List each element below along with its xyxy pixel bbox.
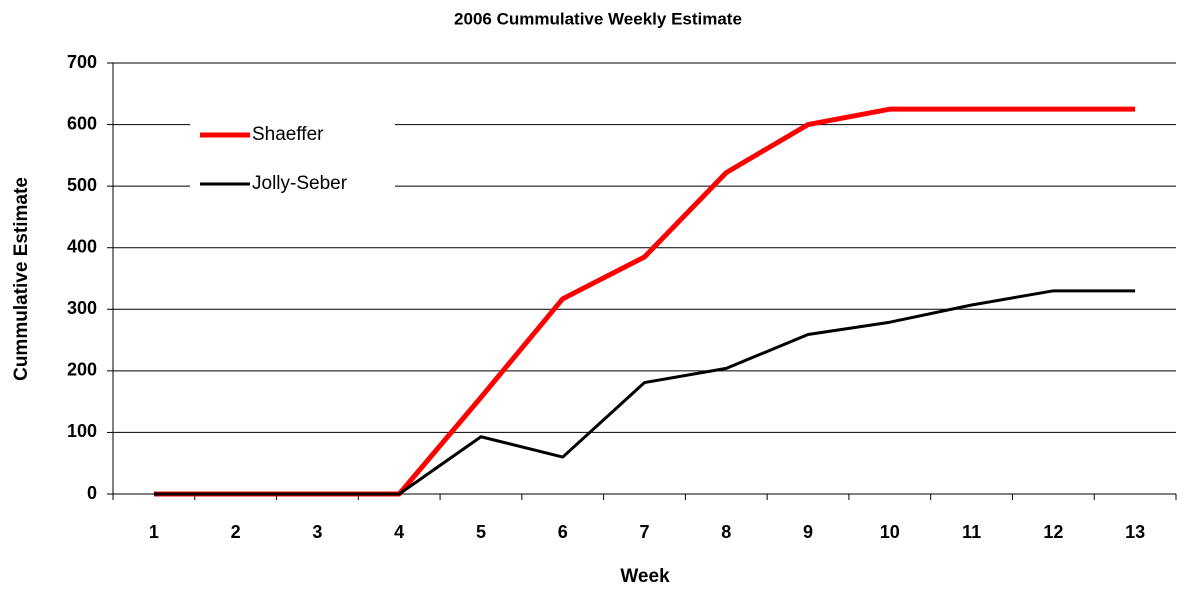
legend-label: Shaeffer [252,124,324,145]
series-line [153,289,1136,496]
chart-title: 2006 Cummulative Weekly Estimate [454,9,742,28]
x-tick-label: 7 [639,522,649,542]
y-tick-label: 200 [67,360,97,380]
x-tick-label: 1 [149,522,159,542]
y-tick-label: 400 [67,236,97,256]
x-tick-label: 10 [880,522,900,542]
y-tick-label: 500 [67,175,97,195]
y-tick-label: 100 [67,421,97,441]
x-tick-label: 9 [803,522,813,542]
x-tick-label: 4 [394,522,404,542]
y-tick-label: 0 [87,483,97,503]
x-axis-label: Week [620,566,670,587]
x-tick-label: 11 [962,522,981,542]
x-tick-label: 12 [1043,522,1063,542]
x-tick-label: 13 [1125,522,1145,542]
y-tick-label: 600 [67,113,97,133]
y-tick-label: 700 [67,52,97,72]
x-tick-label: 8 [721,522,731,542]
legend-box [190,115,395,200]
y-axis-label: Cummulative Estimate [11,177,32,381]
x-tick-label: 2 [231,522,241,542]
legend-label: Jolly-Seber [252,173,348,194]
x-tick-label: 5 [476,522,486,542]
y-tick-label: 300 [67,298,97,318]
x-tick-label: 3 [312,522,322,542]
x-tick-label: 6 [558,522,568,542]
